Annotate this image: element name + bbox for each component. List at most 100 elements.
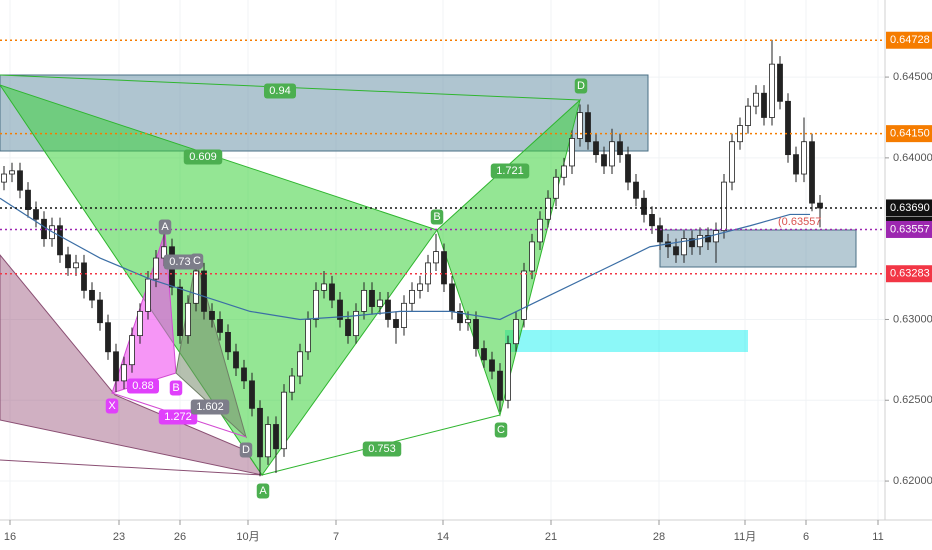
- candle-body: [505, 343, 511, 401]
- candle-body: [745, 105, 751, 126]
- candle-body: [729, 141, 735, 183]
- candle-body: [97, 299, 103, 324]
- price-tag: [886, 265, 932, 283]
- price-tag-label: 0.64728: [890, 34, 930, 46]
- annotation-label: 0.94: [269, 85, 290, 97]
- annotation-box: [158, 409, 198, 425]
- price-tag-label: 0.64150: [890, 128, 930, 140]
- candle-body: [265, 424, 271, 458]
- annotation-label: C: [193, 255, 201, 267]
- annotation-label: C: [497, 424, 505, 436]
- candle-body: [689, 238, 695, 248]
- candle-body: [241, 367, 247, 382]
- annotation-label: 1.721: [496, 165, 524, 177]
- candle-body: [417, 283, 423, 291]
- candle-body: [449, 283, 455, 312]
- candle-body: [761, 92, 767, 118]
- candle-body: [497, 370, 503, 401]
- candle-body: [793, 154, 799, 175]
- annotation-label: 0.609: [189, 151, 217, 163]
- price-tag-label: 0.63690: [890, 202, 930, 214]
- y-tick-label: 0.64500: [893, 71, 932, 83]
- candle-body: [441, 251, 447, 285]
- candle-body: [457, 310, 463, 324]
- candle-body: [121, 364, 127, 382]
- candle-body: [209, 310, 215, 320]
- candle-body: [617, 141, 623, 156]
- candle-body: [137, 310, 143, 337]
- candle-body: [753, 92, 759, 107]
- candle-body: [809, 141, 815, 204]
- plot: [0, 39, 885, 477]
- annotation-box: [239, 442, 253, 458]
- candle-body: [113, 351, 119, 382]
- candle-body: [297, 351, 303, 377]
- candle-body: [561, 165, 567, 178]
- candle-body: [361, 289, 367, 312]
- candle-body: [73, 262, 79, 269]
- price-tag: [886, 31, 932, 49]
- candle-body: [353, 310, 359, 337]
- candle-body: [385, 299, 391, 320]
- candle-body: [545, 197, 551, 220]
- x-tick-label: 23: [113, 531, 125, 543]
- candle-body: [697, 235, 703, 248]
- annotation-label: B: [433, 211, 440, 223]
- candle-body: [289, 375, 295, 393]
- x-tick-label: 6: [803, 531, 809, 543]
- annotation-label: 1.272: [164, 411, 192, 423]
- x-tick-label: 14: [437, 531, 449, 543]
- candle-body: [233, 351, 239, 369]
- candle-body: [393, 319, 399, 328]
- candle-body: [369, 289, 375, 307]
- annotation-box: [494, 422, 508, 438]
- candle-body: [777, 63, 783, 102]
- annotation-box: [169, 380, 183, 396]
- candle-body: [225, 331, 231, 353]
- candle-body: [1, 173, 7, 183]
- x-tick-label: 10月: [236, 531, 259, 543]
- price-tag: [886, 199, 932, 217]
- price-tag: [886, 125, 932, 143]
- annotation-box: [362, 441, 402, 457]
- candle-body: [145, 278, 151, 312]
- candle-body: [489, 359, 495, 372]
- zone: [505, 330, 748, 352]
- annotation-label: 0.88: [132, 380, 153, 392]
- annotation-label: D: [577, 80, 585, 92]
- candle-body: [641, 197, 647, 215]
- x-tick-label: 7: [333, 531, 339, 543]
- candle-body: [129, 335, 135, 366]
- candle-body: [433, 251, 439, 264]
- annotation-box: [264, 83, 296, 99]
- candle-body: [601, 154, 607, 167]
- candle-body: [521, 270, 527, 320]
- candle-body: [721, 181, 727, 231]
- annotation-label: 0.739: [169, 256, 197, 268]
- annotation-box: [256, 483, 270, 499]
- candle-body: [657, 225, 663, 243]
- candle-body: [705, 235, 711, 243]
- annotation-box: [574, 78, 588, 94]
- candle-body: [33, 209, 39, 220]
- zone: [659, 229, 857, 268]
- candle-body: [345, 319, 351, 337]
- candle-body: [201, 270, 207, 312]
- candle-body: [681, 238, 687, 256]
- annotation-box: [183, 149, 223, 165]
- candle-body: [81, 262, 87, 291]
- candle-body: [249, 380, 255, 409]
- candle-body: [625, 154, 631, 183]
- annotation-box: [190, 399, 230, 415]
- candle-body: [329, 283, 335, 301]
- candle-body: [377, 299, 383, 307]
- candle-body: [577, 112, 583, 139]
- candle-body: [569, 138, 575, 167]
- candle-body: [769, 63, 775, 118]
- candle-body: [25, 189, 31, 210]
- y-tick-label: 0.63000: [893, 313, 932, 325]
- price-tag-label: 0.63283: [890, 268, 930, 280]
- axes: 0.62000 0.62500 0.63000 0.64000 0.64500 16 23 2…: [4, 31, 932, 543]
- candle-body: [193, 270, 199, 304]
